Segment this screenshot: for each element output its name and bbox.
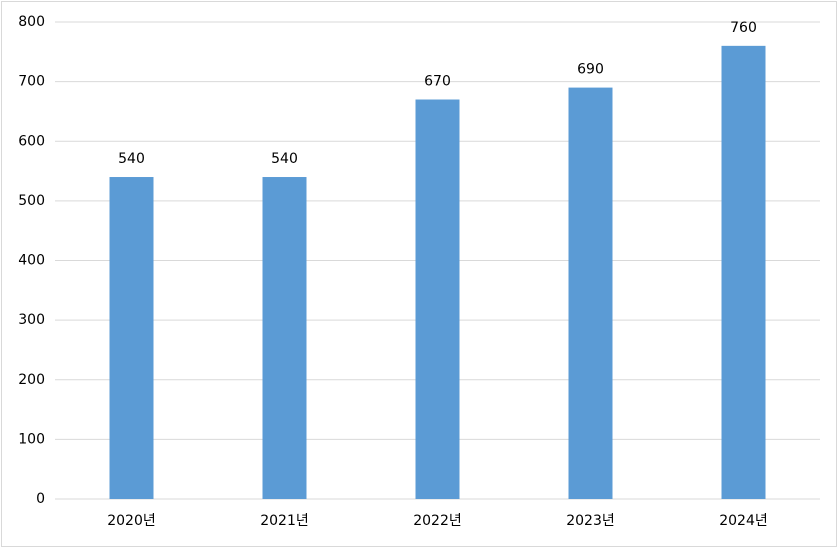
x-tick-label: 2023년	[566, 513, 615, 529]
y-tick-label: 600	[18, 133, 45, 149]
value-label: 670	[424, 74, 451, 90]
bar	[415, 99, 460, 499]
value-label: 540	[271, 151, 298, 167]
x-tick-label: 2022년	[413, 513, 462, 529]
y-tick-label: 0	[36, 491, 45, 507]
bar	[109, 177, 154, 499]
bar	[568, 87, 613, 500]
y-tick-label: 300	[18, 312, 45, 328]
value-label: 760	[730, 20, 757, 36]
bar	[262, 177, 307, 499]
value-label: 540	[118, 151, 145, 167]
y-tick-label: 800	[18, 14, 45, 30]
y-tick-label: 700	[18, 74, 45, 90]
y-tick-label: 200	[18, 372, 45, 388]
value-label: 690	[577, 62, 604, 78]
x-tick-label: 2021년	[260, 513, 309, 529]
bar	[721, 45, 766, 499]
y-tick-label: 500	[18, 193, 45, 209]
y-tick-label: 100	[18, 431, 45, 447]
y-tick-label: 400	[18, 253, 45, 269]
x-tick-label: 2020년	[107, 513, 156, 529]
x-tick-label: 2024년	[719, 513, 768, 529]
